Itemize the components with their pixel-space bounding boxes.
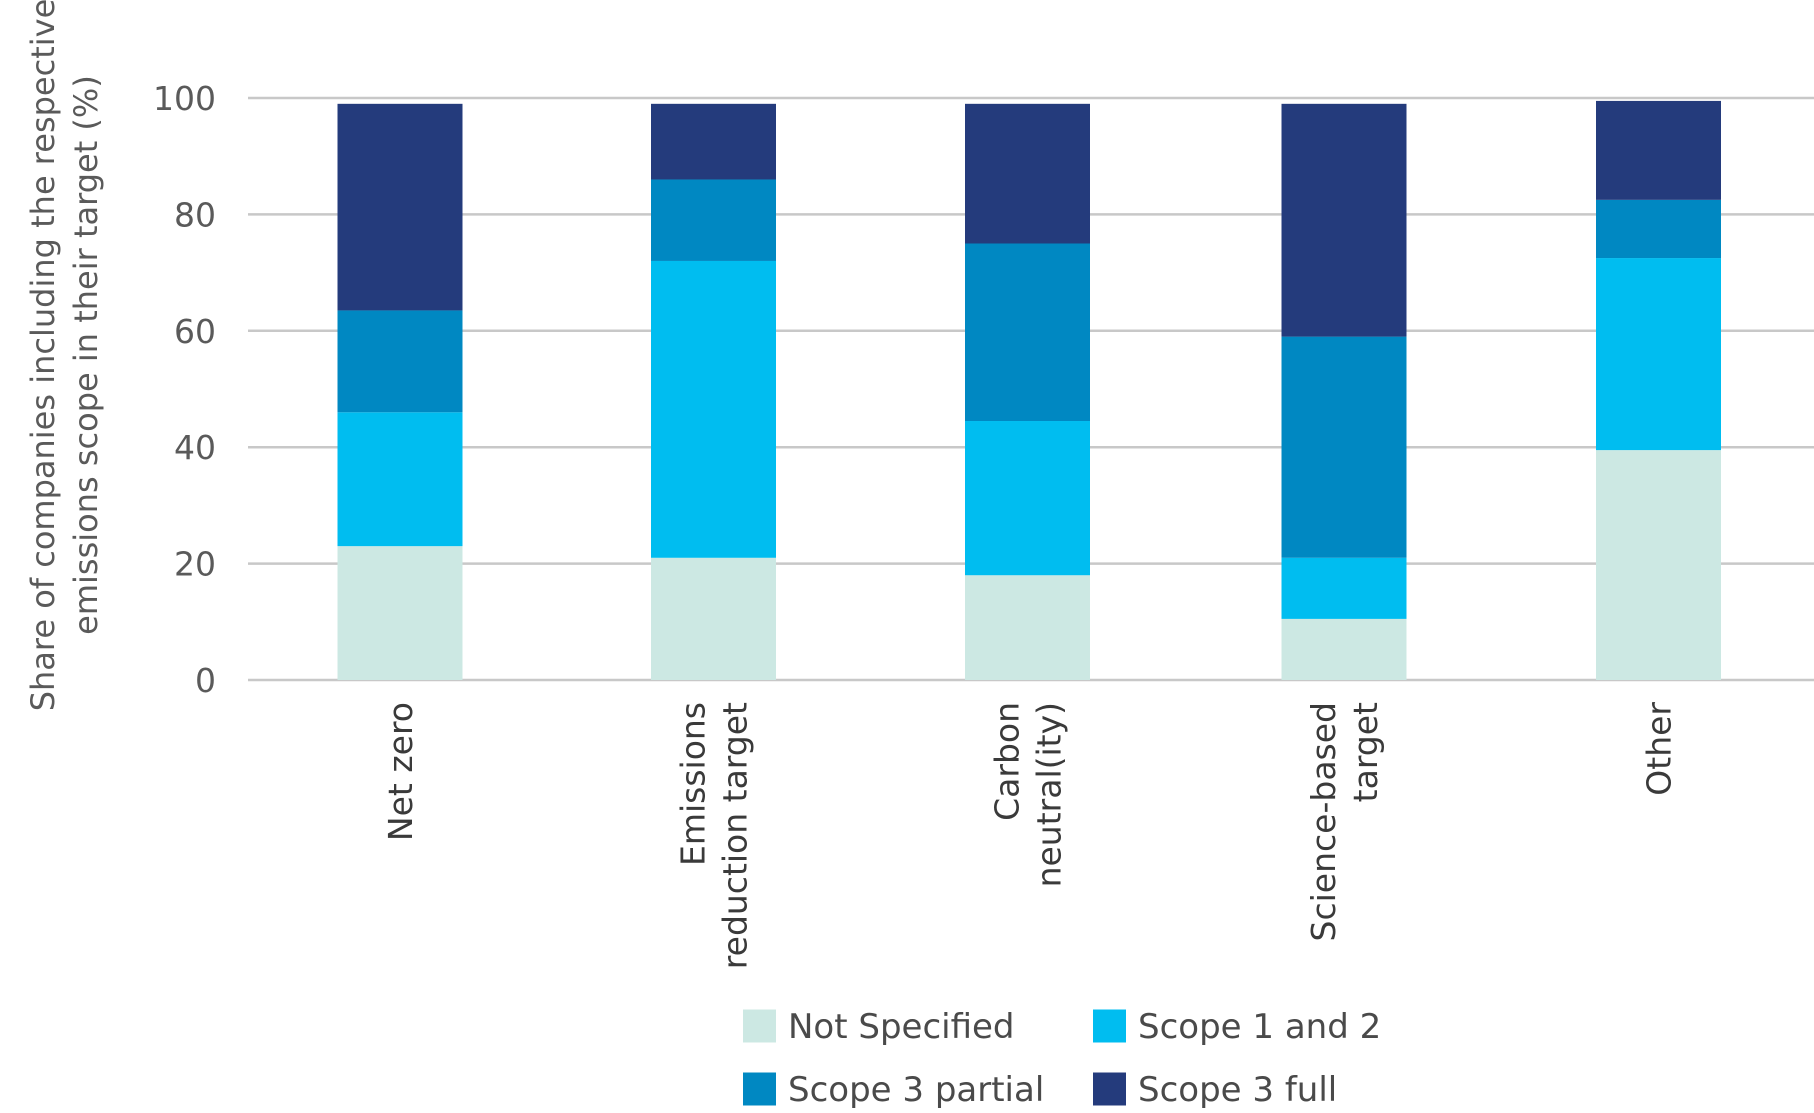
legend-item-not-specified: Not Specified xyxy=(743,1007,1015,1047)
bar-net-zero-scope-3-partial xyxy=(337,310,463,413)
category-label-other: Other xyxy=(1640,702,1679,796)
bar-science-based-target-scope-1-and-2 xyxy=(1281,557,1407,619)
bar-science-based-target-scope-3-full xyxy=(1281,103,1407,337)
legend-label: Scope 3 partial xyxy=(788,1070,1044,1110)
category-label-line: Net zero xyxy=(381,702,420,841)
category-label-line: Emissions xyxy=(674,702,713,866)
bar-emissions-reduction-target-scope-3-partial xyxy=(651,179,776,261)
bar-net-zero-scope-1-and-2 xyxy=(337,412,463,547)
bar-emissions-reduction-target-not-specified xyxy=(651,557,776,680)
category-label-line: neutral(ity) xyxy=(1030,702,1069,887)
bar-carbon-neutral-ity-not-specified xyxy=(965,575,1090,680)
bar-other-scope-3-full xyxy=(1596,100,1721,200)
category-label-line: Other xyxy=(1640,702,1679,796)
legend: Not Specified Scope 1 and 2 Scope 3 partia… xyxy=(743,1007,1381,1110)
bar-emissions-reduction-target-scope-1-and-2 xyxy=(651,260,776,558)
bar-other-scope-3-partial xyxy=(1596,199,1721,259)
y-axis-title-line: emissions scope in their target (%) xyxy=(67,75,105,635)
category-label-carbon-neutral-ity: Carbon neutral(ity) xyxy=(988,702,1069,887)
y-axis-title: Share of companies including the respect… xyxy=(24,0,105,711)
legend-label: Scope 3 full xyxy=(1138,1070,1337,1110)
category-label-line: target xyxy=(1346,702,1385,802)
bars xyxy=(337,100,1721,680)
y-tick-label: 100 xyxy=(153,79,216,118)
bar-science-based-target-scope-3-partial xyxy=(1281,336,1407,558)
bar-carbon-neutral-ity-scope-3-full xyxy=(965,103,1090,244)
category-label-line: reduction target xyxy=(716,702,755,969)
y-tick-label: 80 xyxy=(174,195,216,234)
legend-item-scope-3-partial: Scope 3 partial xyxy=(743,1070,1044,1110)
legend-label: Not Specified xyxy=(788,1007,1015,1047)
legend-item-scope-3-full: Scope 3 full xyxy=(1093,1070,1337,1110)
legend-label: Scope 1 and 2 xyxy=(1138,1007,1381,1047)
y-tick-label: 40 xyxy=(174,428,216,467)
category-label-net-zero: Net zero xyxy=(381,702,420,841)
legend-item-scope-1-and-2: Scope 1 and 2 xyxy=(1093,1007,1381,1047)
legend-swatch xyxy=(1093,1009,1126,1043)
bar-science-based-target-not-specified xyxy=(1281,618,1407,680)
y-tick-label: 0 xyxy=(195,661,216,700)
y-tick-label: 20 xyxy=(174,545,216,584)
y-tick-labels: 0 20 40 60 80 100 xyxy=(153,79,216,700)
y-axis-title-text: Share of companies including the respect… xyxy=(24,0,105,711)
category-label-emissions-reduction-target: Emissions reduction target xyxy=(674,702,755,969)
bar-net-zero-scope-3-full xyxy=(337,103,463,311)
legend-swatch xyxy=(1093,1072,1126,1106)
bar-other-not-specified xyxy=(1596,450,1721,680)
y-tick-label: 60 xyxy=(174,312,216,351)
bar-net-zero-not-specified xyxy=(337,546,463,680)
bar-carbon-neutral-ity-scope-3-partial xyxy=(965,243,1090,422)
category-label-line: Science-based xyxy=(1304,702,1343,941)
category-label-line: Carbon xyxy=(988,702,1027,821)
legend-swatch xyxy=(743,1072,776,1106)
category-label-science-based-target: Science-based target xyxy=(1304,702,1385,942)
y-axis-title-line: Share of companies including the respect… xyxy=(24,0,62,711)
category-labels: Net zero Emissions reduction target Carbon n… xyxy=(381,702,1679,970)
bar-emissions-reduction-target-scope-3-full xyxy=(651,103,776,180)
bar-carbon-neutral-ity-scope-1-and-2 xyxy=(965,421,1090,576)
bar-other-scope-1-and-2 xyxy=(1596,258,1721,451)
legend-swatch xyxy=(743,1009,776,1043)
